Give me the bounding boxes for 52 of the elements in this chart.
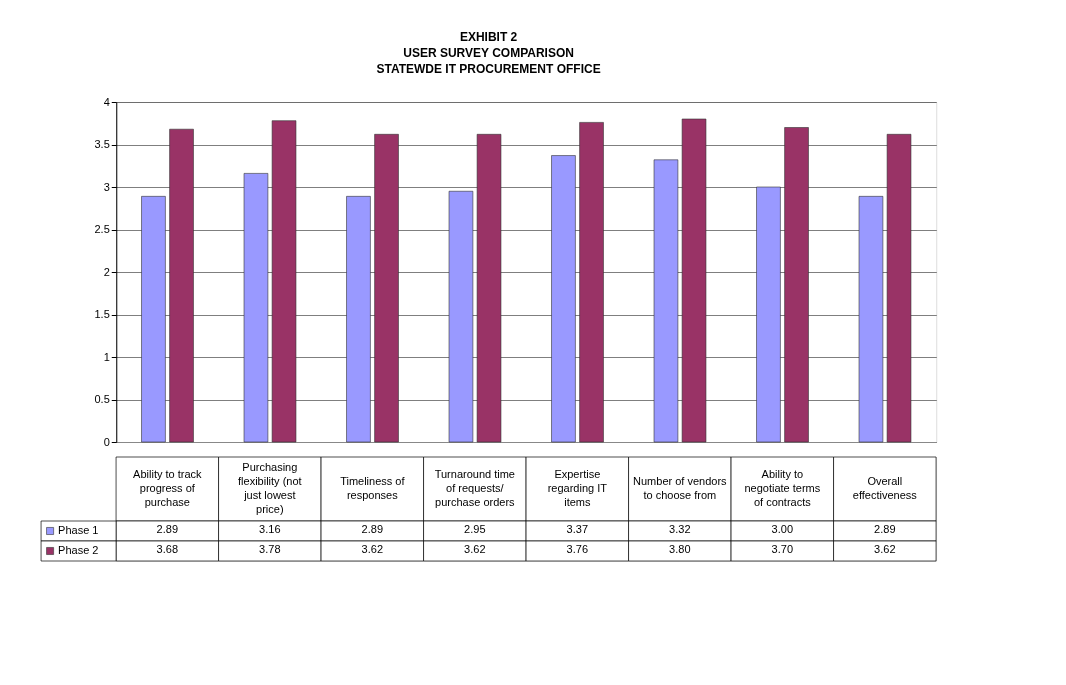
bar xyxy=(579,122,604,443)
x-tick-label: Timeliness of responses xyxy=(340,475,406,501)
x-tick-label: Turnaround time of requests/ purchase orders xyxy=(434,468,516,508)
bar xyxy=(271,120,297,443)
data-label: 3.80 xyxy=(669,543,691,555)
data-label: 3.37 xyxy=(566,523,589,535)
y-tick-label: 3 xyxy=(103,180,110,193)
y-tick-label: 2 xyxy=(103,265,110,278)
legend-label: Phase 2 xyxy=(58,544,99,556)
data-label: 3.76 xyxy=(566,543,589,555)
data-label: 2.89 xyxy=(361,523,384,535)
data-label: 3.68 xyxy=(156,543,179,555)
bar xyxy=(858,196,884,443)
data-label: 3.62 xyxy=(361,543,384,555)
data-label: 2.89 xyxy=(874,523,896,535)
data-label: 3.70 xyxy=(771,543,794,555)
chart-title: EXHIBIT 2 USER SURVEY COMPARISON STATEWDE IT PROCUREMENT OFFICE xyxy=(376,29,601,76)
bar xyxy=(476,134,502,443)
y-tick-label: 1.5 xyxy=(94,308,110,320)
x-tick-label: Expertise regarding IT items xyxy=(547,468,608,508)
x-tick-label: Ability to negotiate terms of contracts xyxy=(744,468,821,508)
bar xyxy=(551,155,576,443)
bar xyxy=(653,159,679,443)
bar xyxy=(448,190,474,443)
data-label: 3.32 xyxy=(669,523,691,535)
bar xyxy=(784,127,809,443)
bar xyxy=(346,196,371,443)
x-tick-label: Ability to track progress of purchase xyxy=(133,468,203,508)
bar xyxy=(756,186,781,443)
y-tick-label: 3.5 xyxy=(94,138,110,150)
data-label: 3.62 xyxy=(874,543,896,555)
bar xyxy=(243,173,269,443)
y-tick-label: 0.5 xyxy=(94,393,110,405)
data-label: 3.62 xyxy=(464,543,486,555)
y-tick-label: 1 xyxy=(103,350,110,363)
x-tick-label: Number of vendors to choose from xyxy=(633,475,728,501)
data-label: 3.00 xyxy=(771,523,794,535)
bar xyxy=(886,134,912,443)
legend-label: Phase 1 xyxy=(58,524,99,536)
data-label: 3.78 xyxy=(259,543,281,555)
x-tick-label: Overall effectiveness xyxy=(852,475,918,501)
y-tick-label: 0 xyxy=(103,435,110,448)
data-label: 2.89 xyxy=(156,523,179,535)
data-label: 3.16 xyxy=(259,523,281,535)
bar xyxy=(141,196,166,443)
y-tick-label: 4 xyxy=(103,95,110,108)
bar xyxy=(169,128,194,443)
y-tick-label: 2.5 xyxy=(94,223,110,235)
x-tick-label: Purchasing flexibility (not just lowest price) xyxy=(238,461,302,515)
data-label: 2.95 xyxy=(464,523,486,535)
bar xyxy=(374,134,399,443)
bar xyxy=(681,118,707,443)
